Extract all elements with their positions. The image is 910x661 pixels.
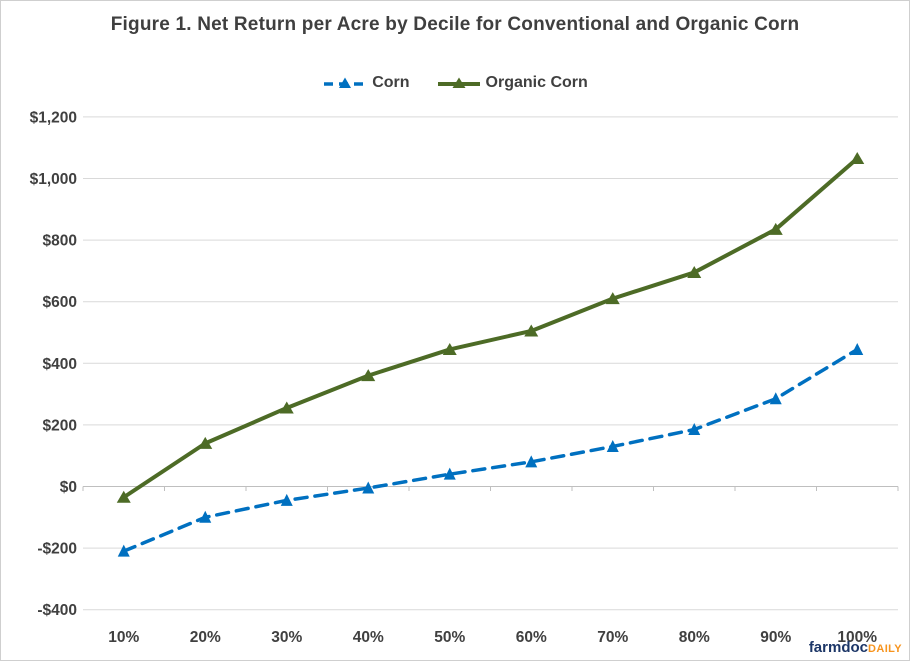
legend-item-organic-corn: Organic Corn (436, 74, 588, 92)
series-line-organic-corn (121, 156, 860, 500)
chart-title: Figure 1. Net Return per Acre by Decile … (110, 14, 800, 35)
organic-corn-line-triangle-icon (437, 77, 480, 88)
marker-organic-corn (198, 436, 213, 449)
y-axis-label: $800 (43, 233, 77, 250)
marker-corn (280, 493, 293, 506)
y-axis-label: $200 (43, 417, 77, 434)
x-axis-label: 20% (190, 629, 221, 646)
y-axis-label: $600 (43, 294, 77, 311)
marker-corn (688, 423, 701, 436)
marker-organic-corn (442, 342, 457, 355)
y-axis-label: $0 (60, 479, 77, 496)
x-axis-label: 10% (108, 629, 139, 646)
marker-corn (851, 342, 864, 355)
marker-organic-corn (605, 292, 620, 305)
corn-line-triangle-icon (324, 77, 367, 88)
x-axis-label: 80% (679, 629, 710, 646)
legend-label-corn: Corn (372, 74, 410, 91)
x-axis-label: 70% (597, 629, 628, 646)
legend-corn-marker (339, 77, 352, 88)
marker-corn (443, 467, 456, 480)
y-axis-label: $400 (43, 356, 77, 373)
y-axis-label: -$200 (37, 541, 77, 558)
logo-farmdoc-text: farmdoc (808, 639, 868, 656)
marker-organic-corn (116, 490, 131, 503)
farmdoc-daily-logo: farmdoc DAILY (809, 639, 902, 656)
marker-corn (117, 544, 130, 557)
marker-corn (525, 455, 538, 468)
marker-corn (769, 392, 782, 405)
legend-item-corn: Corn (322, 74, 410, 92)
x-axis-label: 90% (760, 629, 791, 646)
marker-corn (606, 439, 619, 452)
marker-corn (199, 510, 212, 523)
x-axis-label: 100% (837, 629, 877, 646)
series-line-corn (122, 347, 859, 553)
x-axis-label: 30% (271, 629, 302, 646)
marker-organic-corn (768, 222, 783, 235)
y-axis-label: $1,000 (30, 171, 77, 188)
legend: Corn Organic Corn (1, 74, 909, 92)
marker-organic-corn (361, 369, 376, 382)
legend-organic-marker (452, 77, 466, 88)
legend-label-organic-corn: Organic Corn (485, 74, 588, 91)
y-axis-label: -$400 (37, 602, 77, 619)
x-axis-label: 50% (434, 629, 465, 646)
logo-daily-text: DAILY (868, 643, 902, 655)
x-axis-label: 60% (516, 629, 547, 646)
marker-organic-corn (687, 265, 702, 278)
marker-corn (362, 481, 375, 494)
y-axis-label: $1,200 (30, 109, 77, 126)
x-axis-label: 40% (353, 629, 384, 646)
marker-organic-corn (524, 324, 539, 337)
marker-organic-corn (279, 401, 294, 414)
marker-organic-corn (850, 151, 865, 164)
